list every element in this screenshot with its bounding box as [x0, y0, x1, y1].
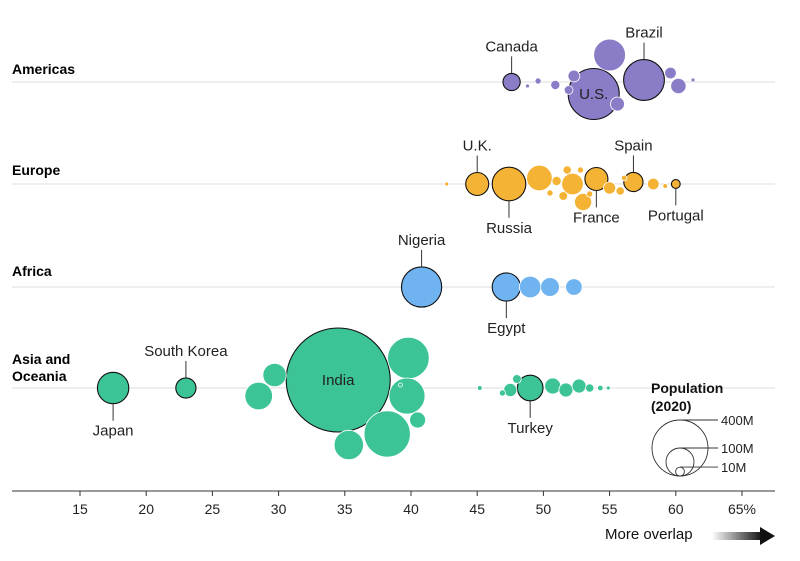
legend-circle	[665, 447, 695, 477]
bubble-u-k-	[465, 171, 490, 197]
label-canada: Canada	[485, 38, 538, 55]
bubble-unlabeled	[503, 382, 518, 397]
bubble-unlabeled	[546, 189, 554, 197]
bubble-unlabeled	[586, 190, 594, 198]
bubble-unlabeled	[690, 77, 696, 83]
bubble-japan	[96, 371, 130, 405]
label-egypt: Egypt	[487, 320, 526, 337]
legend-title-line2: (2020)	[651, 398, 691, 414]
label-france: France	[573, 210, 620, 227]
label-u-s-: U.S.	[579, 86, 608, 103]
x-tick-label: 55	[602, 501, 618, 517]
label-spain: Spain	[614, 137, 652, 154]
bubble-unlabeled	[333, 429, 364, 461]
x-tick-label: 15	[72, 501, 88, 517]
x-tick-label: 65%	[728, 501, 756, 517]
legend-label: 10M	[721, 460, 746, 475]
bubble-unlabeled	[558, 191, 569, 201]
label-russia: Russia	[486, 220, 533, 237]
label-nigeria: Nigeria	[398, 232, 446, 249]
legend-circle	[675, 466, 685, 477]
bubble-unlabeled	[498, 389, 506, 397]
region-label-asia-line1: Asia and	[12, 351, 70, 367]
bubble-unlabeled	[512, 374, 522, 384]
bubble-unlabeled	[551, 175, 562, 186]
more-overlap-arrow	[712, 527, 775, 545]
bubble-egypt	[491, 272, 521, 302]
bubble-unlabeled	[388, 377, 426, 415]
bubble-unlabeled	[563, 85, 574, 95]
x-axis-label: More overlap	[605, 526, 693, 543]
bubble-unlabeled	[615, 186, 625, 196]
legend-label: 100M	[721, 441, 754, 456]
bubble-unlabeled	[558, 382, 574, 398]
bubble-unlabeled	[562, 165, 572, 175]
bubble-unlabeled	[585, 383, 595, 393]
x-tick-label: 35	[337, 501, 353, 517]
label-south-korea: South Korea	[144, 343, 228, 360]
bubble-spain	[623, 171, 644, 193]
label-u-k-: U.K.	[463, 138, 492, 155]
bubble-unlabeled	[574, 192, 593, 211]
bubble-canada	[502, 72, 521, 92]
bubble-unlabeled	[577, 166, 585, 174]
legend-label: 400M	[721, 413, 754, 428]
bubble-portugal	[670, 179, 681, 189]
label-india: India	[322, 372, 355, 389]
bubble-unlabeled	[670, 77, 687, 95]
bubble-unlabeled	[540, 277, 560, 297]
bubble-unlabeled	[397, 382, 403, 388]
bubble-unlabeled	[550, 80, 561, 91]
region-label-asia-line2: Oceania	[12, 368, 67, 384]
bubble-unlabeled	[597, 384, 604, 392]
bubble-unlabeled	[561, 172, 584, 196]
bubble-unlabeled	[603, 181, 617, 195]
x-tick-label: 25	[205, 501, 221, 517]
bubble-turkey	[516, 374, 544, 402]
bubble-unlabeled	[534, 77, 542, 85]
bubble-india	[285, 327, 391, 433]
bubble-nigeria	[400, 266, 443, 308]
label-japan: Japan	[93, 423, 134, 440]
bubble-south-korea	[175, 377, 197, 399]
region-label-africa: Africa	[12, 263, 52, 279]
x-tick-label: 20	[138, 501, 154, 517]
bubble-unlabeled	[526, 164, 553, 192]
x-tick-label: 45	[469, 501, 485, 517]
bubble-unlabeled	[387, 336, 430, 380]
bubble-unlabeled	[262, 362, 287, 388]
bubble-unlabeled	[244, 381, 273, 411]
x-tick-label: 30	[271, 501, 287, 517]
bubble-unlabeled	[605, 385, 611, 391]
label-turkey: Turkey	[508, 420, 554, 437]
region-label-europe: Europe	[12, 162, 60, 178]
bubble-unlabeled	[621, 174, 628, 182]
bubble-unlabeled	[544, 377, 562, 395]
bubble-unlabeled	[567, 69, 581, 83]
bubble-unlabeled	[571, 378, 587, 394]
bubble-unlabeled	[476, 385, 483, 391]
legend-title-line1: Population	[651, 380, 723, 396]
label-portugal: Portugal	[648, 207, 704, 224]
x-tick-label: 50	[536, 501, 552, 517]
bubble-unlabeled	[662, 183, 668, 189]
bubble-russia	[491, 166, 527, 202]
bubble-unlabeled	[519, 275, 542, 299]
bubble-unlabeled	[610, 96, 625, 112]
bubble-unlabeled	[363, 410, 411, 458]
bubble-unlabeled	[565, 278, 583, 296]
bubble-unlabeled	[444, 181, 450, 187]
bubble-unlabeled	[647, 177, 660, 191]
bubble-unlabeled	[409, 411, 427, 429]
bubble-unlabeled	[525, 83, 530, 89]
size-legend: Population (2020) 400M 100M 10M	[651, 380, 754, 477]
region-label-americas: Americas	[12, 61, 75, 77]
bubble-brazil	[623, 59, 665, 101]
x-tick-label: 40	[403, 501, 419, 517]
bubble-unlabeled	[664, 66, 677, 80]
x-tick-label: 60	[668, 501, 684, 517]
bubble-unlabeled	[593, 38, 626, 72]
label-brazil: Brazil	[625, 25, 663, 42]
